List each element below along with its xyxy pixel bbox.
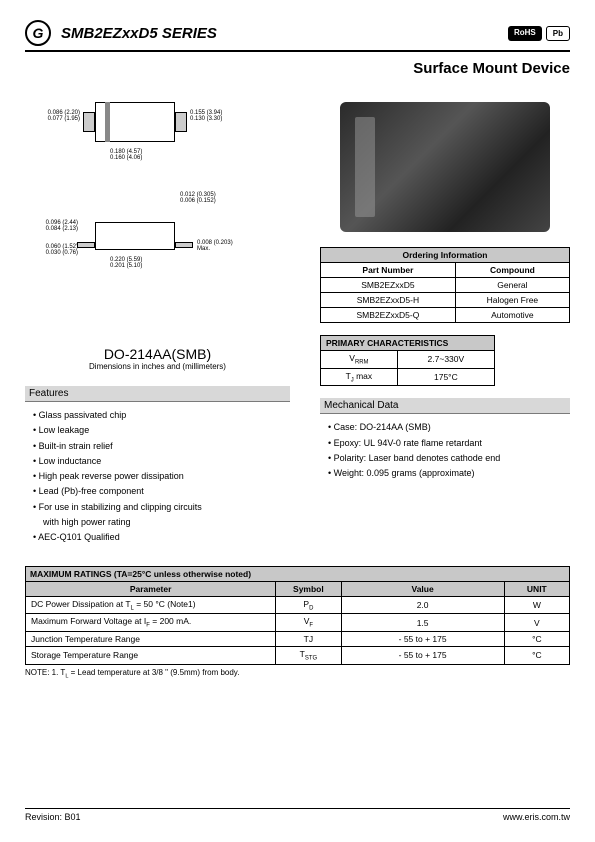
primary-title: PRIMARY CHARACTERISTICS [321,336,495,351]
max-hdr-p: Parameter [26,581,276,596]
feature-item: AEC-Q101 Qualified [33,530,290,545]
dim-6b: 0.030 (0.76) [46,250,78,256]
max-param: Junction Temperature Range [26,632,276,647]
features-header: Features [25,386,290,402]
max-hdr-s: Symbol [276,581,341,596]
package-diagram: 0.086 (2.20) 0.077 (1.95) 0.155 (3.94) 0… [25,92,290,342]
dim-5b: 0.084 (2.13) [46,226,78,232]
max-hdr-v: Value [341,581,504,596]
primary-val: 175°C [397,368,494,386]
dim-8b: 0.201 (5.10) [110,263,142,269]
max-unit: °C [504,632,569,647]
max-unit: W [504,596,569,614]
feature-item: with high power rating [33,515,290,530]
pb-badge: Pb [546,26,570,41]
feature-item: Lead (Pb)-free component [33,484,290,499]
feature-item: For use in stabilizing and clipping circ… [33,500,290,515]
ordering-table: Ordering Information Part Number Compoun… [320,247,570,323]
features-list: Glass passivated chip Low leakage Built-… [25,408,290,546]
component-photo [340,102,550,232]
page-footer: Revision: B01 www.eris.com.tw [25,808,570,822]
feature-item: Glass passivated chip [33,408,290,423]
max-value: - 55 to + 175 [341,632,504,647]
primary-table: PRIMARY CHARACTERISTICS VRRM 2.7~330V TJ… [320,335,495,386]
mechanical-list: Case: DO-214AA (SMB) Epoxy: UL 94V-0 rat… [320,420,570,481]
max-value: 2.0 [341,596,504,614]
dim-1b: 0.077 (1.95) [48,116,80,122]
feature-item: High peak reverse power dissipation [33,469,290,484]
primary-key: VRRM [321,351,398,369]
max-unit: °C [504,647,569,665]
max-hdr-u: UNIT [504,581,569,596]
ordering-col2: Compound [455,263,569,278]
max-note: NOTE: 1. TL = Lead temperature at 3/8 " … [25,668,570,680]
max-param: Storage Temperature Range [26,647,276,665]
ordering-pn: SMB2EZxxD5-H [321,293,456,308]
max-value: - 55 to + 175 [341,647,504,665]
mechanical-item: Case: DO-214AA (SMB) [328,420,570,435]
dim-4b: 0.006 (0.152) [180,198,216,204]
feature-item: Built-in strain relief [33,439,290,454]
mechanical-item: Polarity: Laser band denotes cathode end [328,451,570,466]
page-header: G SMB2EZxxD5 SERIES RoHS Pb [25,20,570,52]
feature-item: Low leakage [33,423,290,438]
primary-key: TJ max [321,368,398,386]
max-title: MAXIMUM RATINGS (TA=25°C unless otherwis… [26,566,570,581]
package-subtitle: Dimensions in inches and (millimeters) [25,362,290,371]
website-url: www.eris.com.tw [503,812,570,822]
company-logo: G [25,20,51,46]
max-ratings-table: MAXIMUM RATINGS (TA=25°C unless otherwis… [25,566,570,665]
mechanical-header: Mechanical Data [320,398,570,414]
ordering-pn: SMB2EZxxD5 [321,278,456,293]
rohs-badge: RoHS [508,26,542,41]
max-param: DC Power Dissipation at TL = 50 °C (Note… [26,596,276,614]
ordering-comp: Halogen Free [455,293,569,308]
max-symbol: TJ [276,632,341,647]
dim-7b: Max. [197,246,210,252]
dim-3b: 0.160 (4.06) [110,155,142,161]
dim-2b: 0.130 (3.30) [190,116,222,122]
package-name: DO-214AA(SMB) [25,346,290,362]
ordering-comp: Automotive [455,308,569,323]
feature-item: Low inductance [33,454,290,469]
ordering-col1: Part Number [321,263,456,278]
series-title: SMB2EZxxD5 SERIES [61,25,508,42]
ordering-comp: General [455,278,569,293]
compliance-badges: RoHS Pb [508,26,570,41]
max-symbol: PD [276,596,341,614]
mechanical-item: Weight: 0.095 grams (approximate) [328,466,570,481]
revision: Revision: B01 [25,812,81,822]
max-symbol: VF [276,614,341,632]
primary-val: 2.7~330V [397,351,494,369]
ordering-pn: SMB2EZxxD5-Q [321,308,456,323]
ordering-title: Ordering Information [321,248,570,263]
subtitle: Surface Mount Device [25,60,570,77]
max-param: Maximum Forward Voltage at IF = 200 mA. [26,614,276,632]
max-unit: V [504,614,569,632]
max-symbol: TSTG [276,647,341,665]
max-value: 1.5 [341,614,504,632]
mechanical-item: Epoxy: UL 94V-0 rate flame retardant [328,436,570,451]
